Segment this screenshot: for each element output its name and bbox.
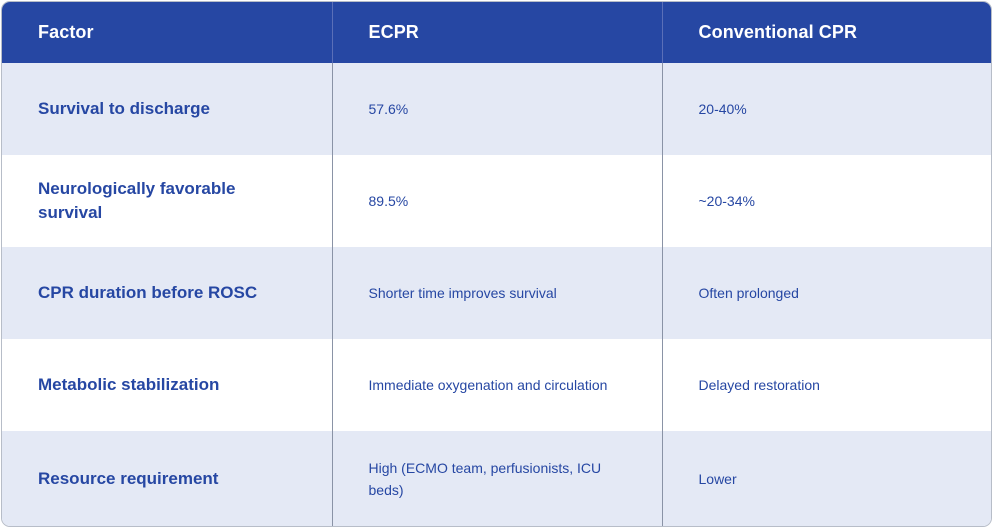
header-conventional-cpr: Conventional CPR bbox=[661, 2, 991, 63]
factor-cell: Neurologically favorable survival bbox=[38, 179, 236, 222]
conventional-cpr-cell: Lower bbox=[661, 431, 991, 526]
table-row: Neurologically favorable survival 89.5% … bbox=[2, 155, 991, 247]
table-row: CPR duration before ROSC Shorter time im… bbox=[2, 247, 991, 339]
table-row: Resource requirement High (ECMO team, pe… bbox=[2, 431, 991, 526]
factor-cell: Survival to discharge bbox=[38, 99, 210, 118]
ecpr-cell: Immediate oxygenation and circulation bbox=[331, 339, 662, 431]
conventional-cpr-cell: ~20-34% bbox=[661, 155, 991, 247]
ecpr-cell: 89.5% bbox=[331, 155, 662, 247]
factor-cell: Resource requirement bbox=[38, 469, 219, 488]
table-row: Survival to discharge 57.6% 20-40% bbox=[2, 63, 991, 155]
ecpr-cell: High (ECMO team, perfusionists, ICU beds… bbox=[331, 431, 662, 526]
header-factor: Factor bbox=[2, 2, 332, 63]
header-ecpr: ECPR bbox=[331, 2, 662, 63]
table-header-row: Factor ECPR Conventional CPR bbox=[2, 2, 991, 63]
table-row: Metabolic stabilization Immediate oxygen… bbox=[2, 339, 991, 431]
conventional-cpr-cell: 20-40% bbox=[661, 63, 991, 155]
conventional-cpr-cell: Often prolonged bbox=[661, 247, 991, 339]
ecpr-cell: Shorter time improves survival bbox=[331, 247, 662, 339]
conventional-cpr-cell: Delayed restoration bbox=[661, 339, 991, 431]
factor-cell: Metabolic stabilization bbox=[38, 375, 220, 394]
ecpr-cell: 57.6% bbox=[331, 63, 662, 155]
factor-cell: CPR duration before ROSC bbox=[38, 283, 258, 302]
